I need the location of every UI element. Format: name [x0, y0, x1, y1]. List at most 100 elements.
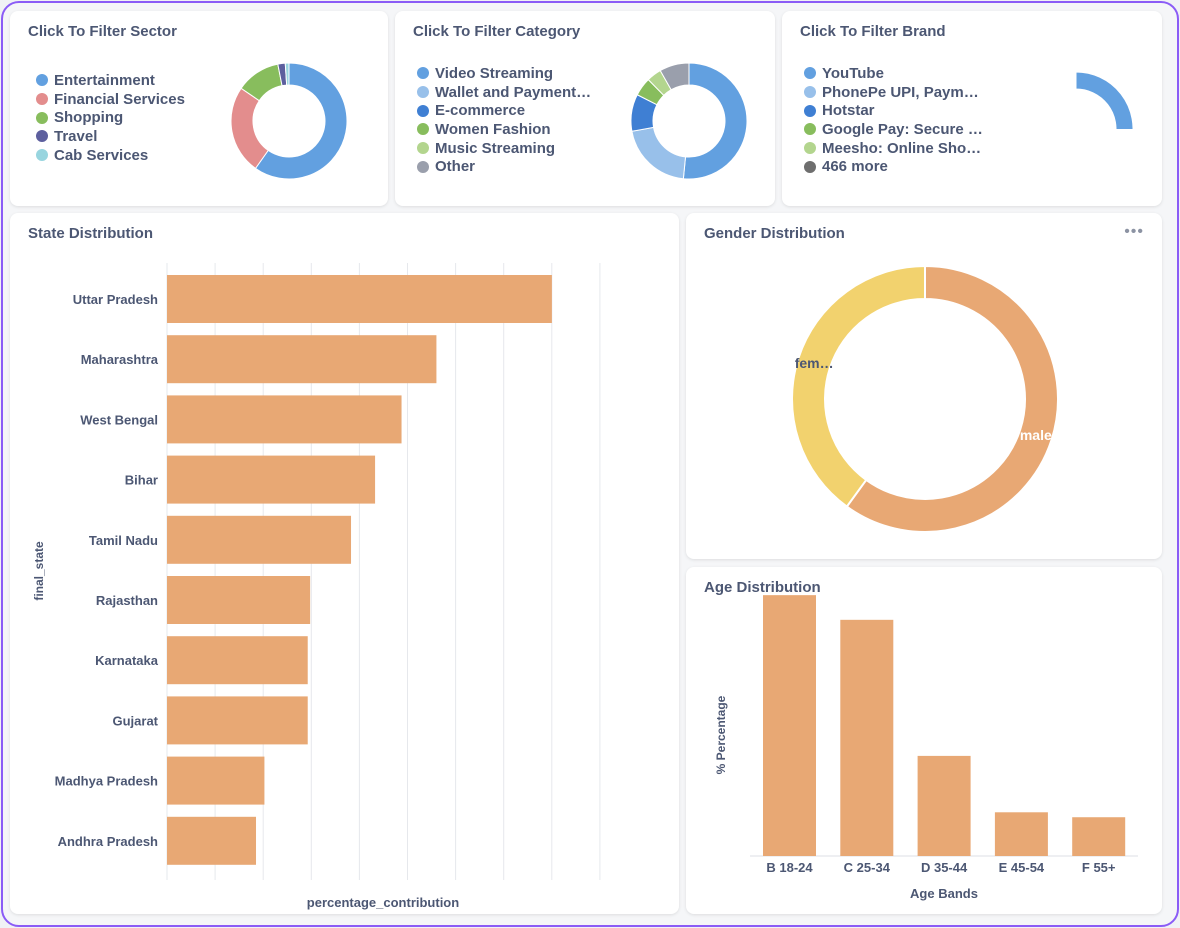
- brand-card-title: Click To Filter Brand: [800, 23, 946, 40]
- legend-swatch: [417, 104, 429, 117]
- state-tick-label: West Bengal: [80, 412, 158, 427]
- state-bar[interactable]: [167, 636, 308, 685]
- legend-item[interactable]: Entertainment: [36, 71, 185, 90]
- legend-item[interactable]: Other: [417, 157, 591, 176]
- state-bar[interactable]: [167, 576, 311, 624]
- legend-item[interactable]: Music Streaming: [417, 139, 591, 158]
- state-tick-label: Rajasthan: [96, 593, 158, 608]
- legend-swatch: [36, 93, 48, 106]
- legend-swatch: [417, 86, 429, 99]
- age-x-axis-label: Age Bands: [910, 886, 978, 901]
- legend-label: Google Pay: Secure …: [822, 120, 983, 138]
- legend-swatch: [417, 123, 429, 136]
- legend-item[interactable]: 466 more: [804, 157, 983, 176]
- age-bar[interactable]: [994, 812, 1048, 856]
- legend-item[interactable]: E-commerce: [417, 101, 591, 120]
- donut-slice[interactable]: [659, 62, 690, 91]
- category-card-title: Click To Filter Category: [413, 23, 581, 40]
- legend-item[interactable]: Hotstar: [804, 101, 983, 120]
- gender-distribution-card: Gender Distribution ••• male fem…: [686, 213, 1162, 559]
- legend-item[interactable]: Google Pay: Secure …: [804, 120, 983, 139]
- state-bar[interactable]: [167, 515, 352, 564]
- legend-swatch: [804, 86, 816, 99]
- age-tick-label: D 35-44: [921, 860, 968, 875]
- donut-slice[interactable]: [284, 62, 290, 86]
- donut-slice[interactable]: [631, 126, 687, 180]
- state-bar[interactable]: [167, 756, 265, 805]
- legend-label: Financial Services: [54, 90, 185, 108]
- sector-filter-card: Click To Filter Sector Entertainment Fina…: [10, 11, 388, 206]
- state-x-axis-label: percentage_contribution: [307, 895, 459, 910]
- category-filter-card: Click To Filter Category Video Streaming…: [395, 11, 775, 206]
- sector-donut[interactable]: [229, 61, 349, 181]
- state-bar[interactable]: [167, 275, 552, 323]
- category-donut[interactable]: [629, 61, 749, 181]
- legend-item[interactable]: YouTube: [804, 64, 983, 83]
- donut-slice[interactable]: [1076, 71, 1134, 129]
- age-bar[interactable]: [763, 595, 816, 856]
- legend-swatch: [36, 130, 48, 143]
- legend-label: PhonePe UPI, Paym…: [822, 83, 979, 101]
- legend-label: Hotstar: [822, 102, 875, 120]
- state-bar[interactable]: [167, 816, 257, 865]
- gender-donut[interactable]: male fem…: [686, 213, 1162, 559]
- state-distribution-card: State Distribution Uttar Pradesh Maharash…: [10, 213, 679, 914]
- gender-slice[interactable]: [845, 264, 1059, 533]
- state-bar-chart: Uttar Pradesh Maharashtra West Bengal Bihar…: [32, 263, 601, 910]
- sector-legend: Entertainment Financial Services Shopping T…: [36, 71, 185, 164]
- legend-item[interactable]: Financial Services: [36, 90, 185, 109]
- legend-label: Cab Services: [54, 146, 149, 164]
- state-bar[interactable]: [167, 335, 437, 384]
- donut-slice[interactable]: [254, 62, 348, 180]
- legend-label: Women Fashion: [435, 120, 551, 138]
- legend-item[interactable]: PhonePe UPI, Paym…: [804, 83, 983, 102]
- brand-legend: YouTube PhonePe UPI, Paym… Hotstar Google P…: [804, 64, 983, 176]
- gender-slice[interactable]: [791, 264, 926, 508]
- legend-label: Entertainment: [54, 71, 155, 89]
- legend-swatch: [804, 123, 816, 136]
- state-bar[interactable]: [167, 395, 402, 444]
- category-legend: Video Streaming Wallet and Payment… E-comm…: [417, 64, 591, 176]
- state-tick-label: Gujarat: [112, 713, 158, 728]
- state-tick-label: Uttar Pradesh: [73, 292, 158, 307]
- state-bar[interactable]: [167, 455, 376, 504]
- ellipsis-icon[interactable]: •••: [1124, 223, 1144, 240]
- legend-swatch: [804, 104, 816, 117]
- legend-item[interactable]: Cab Services: [36, 146, 185, 165]
- legend-item[interactable]: Video Streaming: [417, 64, 591, 83]
- legend-swatch: [804, 142, 816, 155]
- donut-slice[interactable]: [230, 87, 269, 170]
- age-tick-label: B 18-24: [766, 860, 813, 875]
- age-y-axis-label: % Percentage: [714, 695, 728, 774]
- gender-card-title: Gender Distribution: [704, 225, 845, 242]
- legend-item[interactable]: Travel: [36, 127, 185, 146]
- state-tick-label: Maharashtra: [81, 352, 159, 367]
- legend-label: Meesho: Online Sho…: [822, 139, 982, 157]
- legend-swatch: [804, 160, 816, 173]
- legend-swatch: [804, 67, 816, 80]
- legend-swatch: [36, 149, 48, 162]
- state-bar[interactable]: [167, 696, 308, 745]
- sector-card-title: Click To Filter Sector: [28, 23, 177, 40]
- state-tick-label: Karnataka: [95, 653, 159, 668]
- age-bar[interactable]: [917, 755, 971, 856]
- legend-item[interactable]: Wallet and Payment…: [417, 83, 591, 102]
- legend-label: Travel: [54, 127, 98, 145]
- legend-item[interactable]: Women Fashion: [417, 120, 591, 139]
- legend-item[interactable]: Shopping: [36, 108, 185, 127]
- age-tick-label: C 25-34: [844, 860, 891, 875]
- brand-filter-card: Click To Filter Brand YouTube PhonePe UPI…: [782, 11, 1162, 206]
- legend-label: Shopping: [54, 109, 124, 127]
- age-bar[interactable]: [840, 619, 894, 856]
- age-tick-label: F 55+: [1082, 860, 1116, 875]
- brand-donut[interactable]: [1076, 63, 1136, 129]
- legend-label: E-commerce: [435, 102, 526, 120]
- state-card-title: State Distribution: [28, 225, 154, 242]
- legend-item[interactable]: Meesho: Online Sho…: [804, 139, 983, 158]
- donut-slice[interactable]: [682, 62, 748, 180]
- state-tick-label: Madhya Pradesh: [55, 774, 158, 789]
- age-bar[interactable]: [1072, 817, 1126, 856]
- legend-swatch: [36, 111, 48, 124]
- legend-swatch: [417, 160, 429, 173]
